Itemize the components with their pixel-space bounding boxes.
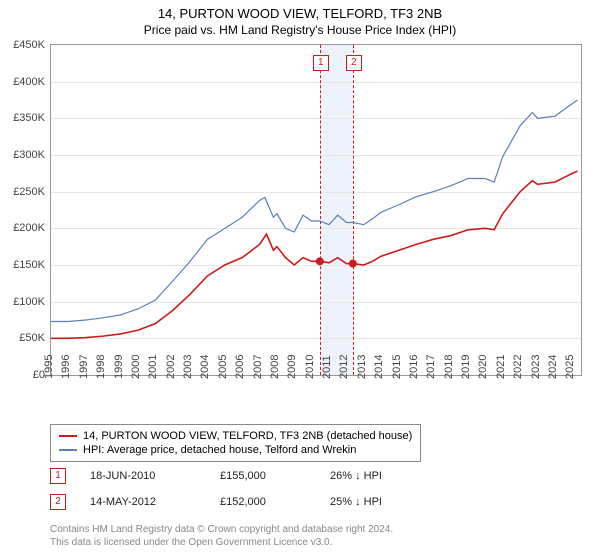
series-line — [51, 171, 578, 338]
y-axis-label: £300K — [13, 149, 45, 161]
legend-swatch — [59, 449, 77, 451]
sale-date: 14-MAY-2012 — [90, 496, 220, 508]
sale-price: £152,000 — [220, 496, 330, 508]
y-axis-label: £450K — [13, 39, 45, 51]
sale-point — [349, 260, 357, 268]
y-axis-label: £200K — [13, 222, 45, 234]
chart-title: 14, PURTON WOOD VIEW, TELFORD, TF3 2NB — [0, 0, 600, 21]
y-axis-label: £100K — [13, 296, 45, 308]
y-axis-label: £250K — [13, 186, 45, 198]
sale-diff: 26% ↓ HPI — [330, 470, 450, 482]
plot-area: £0£50K£100K£150K£200K£250K£300K£350K£400… — [50, 44, 582, 376]
sale-point — [316, 257, 324, 265]
sale-date: 18-JUN-2010 — [90, 470, 220, 482]
sale-row-marker: 1 — [50, 468, 66, 484]
sale-diff: 25% ↓ HPI — [330, 496, 450, 508]
sale-price: £155,000 — [220, 470, 330, 482]
chart-subtitle: Price paid vs. HM Land Registry's House … — [0, 21, 600, 37]
footer-line-2: This data is licensed under the Open Gov… — [50, 537, 332, 548]
legend-label: 14, PURTON WOOD VIEW, TELFORD, TF3 2NB (… — [83, 430, 412, 442]
sale-row-marker: 2 — [50, 494, 66, 510]
footer-line-1: Contains HM Land Registry data © Crown c… — [50, 524, 393, 535]
series-line — [51, 100, 578, 321]
y-axis-label: £150K — [13, 259, 45, 271]
series-svg — [51, 45, 581, 375]
chart-container: 14, PURTON WOOD VIEW, TELFORD, TF3 2NB P… — [0, 0, 600, 560]
y-axis-label: £50K — [19, 332, 45, 344]
legend: 14, PURTON WOOD VIEW, TELFORD, TF3 2NB (… — [50, 424, 421, 462]
legend-item: 14, PURTON WOOD VIEW, TELFORD, TF3 2NB (… — [59, 429, 412, 443]
y-axis-label: £400K — [13, 76, 45, 88]
legend-swatch — [59, 435, 77, 437]
sale-row: 2 14-MAY-2012£152,00025% ↓ HPI — [50, 494, 450, 510]
sale-row: 1 18-JUN-2010£155,00026% ↓ HPI — [50, 468, 450, 484]
legend-item: HPI: Average price, detached house, Telf… — [59, 443, 412, 457]
legend-label: HPI: Average price, detached house, Telf… — [83, 444, 356, 456]
y-axis-label: £350K — [13, 112, 45, 124]
